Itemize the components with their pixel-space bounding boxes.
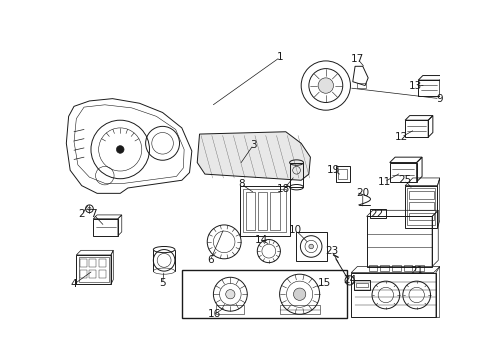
Text: 25: 25 — [398, 175, 412, 185]
Text: 18: 18 — [277, 184, 290, 194]
Circle shape — [117, 145, 124, 153]
Text: 8: 8 — [238, 179, 245, 189]
Text: 12: 12 — [394, 132, 408, 142]
Bar — [182, 270, 347, 318]
Bar — [240, 186, 290, 236]
Bar — [370, 209, 386, 218]
Bar — [245, 192, 255, 230]
Text: 22: 22 — [370, 209, 383, 219]
Bar — [98, 259, 106, 267]
Bar — [409, 202, 434, 210]
Bar — [409, 213, 434, 220]
Circle shape — [294, 288, 306, 300]
Text: 16: 16 — [208, 309, 221, 319]
Text: 14: 14 — [254, 235, 268, 244]
Bar — [405, 120, 428, 137]
Bar — [93, 219, 118, 236]
Text: 13: 13 — [409, 81, 422, 91]
Text: 20: 20 — [356, 188, 369, 198]
Circle shape — [318, 78, 334, 93]
Text: 5: 5 — [159, 278, 166, 288]
Bar — [418, 80, 440, 95]
Bar — [392, 265, 400, 271]
Bar — [217, 305, 244, 314]
Bar — [244, 189, 286, 232]
Bar — [338, 169, 347, 180]
Text: 3: 3 — [250, 140, 257, 150]
Bar — [409, 191, 434, 199]
Bar — [89, 270, 97, 278]
Bar — [80, 270, 87, 278]
Bar — [390, 163, 416, 182]
Bar — [357, 83, 366, 88]
Text: 11: 11 — [378, 177, 391, 187]
Circle shape — [226, 289, 235, 299]
Bar — [80, 259, 87, 267]
Bar — [408, 188, 435, 225]
Bar — [76, 255, 111, 284]
Bar — [258, 192, 268, 230]
Bar — [280, 305, 319, 314]
Text: 15: 15 — [318, 278, 331, 288]
Bar — [89, 259, 97, 267]
Bar — [270, 192, 280, 230]
Circle shape — [309, 244, 314, 249]
Text: 17: 17 — [351, 54, 364, 64]
Bar — [367, 216, 432, 266]
Text: 23: 23 — [325, 246, 339, 256]
Text: 21: 21 — [410, 266, 423, 276]
Bar — [404, 265, 412, 271]
Text: 24: 24 — [343, 275, 356, 285]
Polygon shape — [197, 132, 311, 180]
Bar — [415, 265, 424, 271]
Text: 2: 2 — [78, 209, 85, 219]
Bar — [405, 186, 438, 228]
Bar — [369, 265, 377, 271]
Text: 10: 10 — [289, 225, 302, 235]
Text: 6: 6 — [207, 255, 214, 265]
Text: 1: 1 — [277, 52, 284, 62]
Bar — [354, 280, 370, 289]
Bar — [296, 232, 326, 261]
Bar — [98, 270, 106, 278]
Text: 19: 19 — [327, 165, 340, 175]
Bar — [356, 283, 368, 287]
Bar — [381, 265, 389, 271]
Bar — [336, 166, 350, 182]
Text: 4: 4 — [71, 279, 77, 289]
Circle shape — [88, 207, 91, 210]
Text: 9: 9 — [437, 94, 443, 104]
Text: 7: 7 — [90, 209, 97, 219]
Bar — [78, 257, 109, 282]
Bar — [351, 273, 436, 317]
Bar — [290, 163, 303, 187]
